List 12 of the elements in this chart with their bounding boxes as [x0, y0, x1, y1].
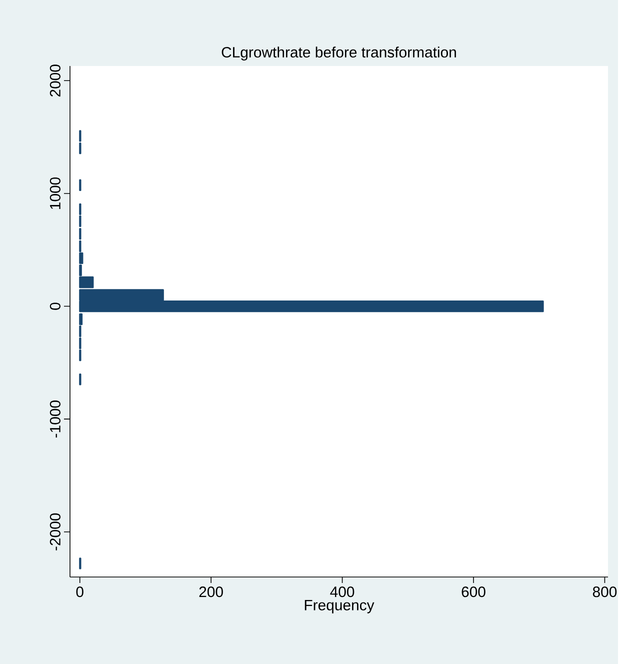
y-tick-label: 2000 — [50, 64, 60, 97]
chart-title: CLgrowthrate before transformation — [222, 46, 456, 60]
x-tick-label: 600 — [462, 586, 486, 598]
x-tick-label: 0 — [76, 586, 84, 598]
x-tick-label: 400 — [330, 586, 354, 598]
y-tick-label: -2000 — [50, 513, 60, 550]
y-tick-label: 0 — [50, 302, 60, 310]
x-tick-label: 200 — [199, 586, 223, 598]
x-axis-title: Frequency — [304, 600, 374, 614]
y-tick-label: -1000 — [50, 400, 60, 438]
x-tick-label: 800 — [592, 586, 616, 598]
y-tick-label: 1000 — [50, 177, 60, 209]
